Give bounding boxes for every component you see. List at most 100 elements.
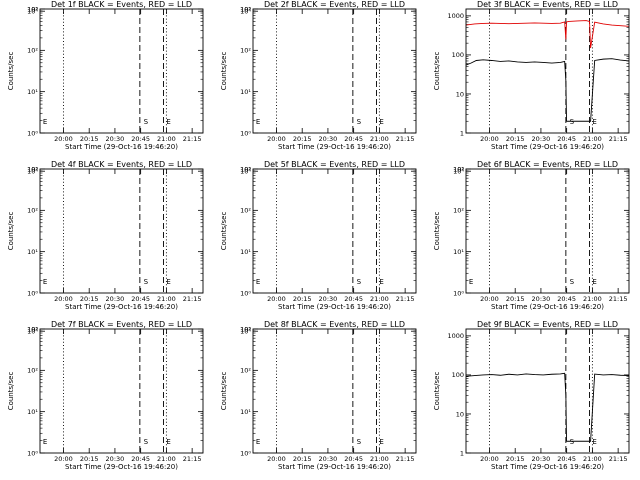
y-tick-label: 10³	[27, 325, 38, 333]
detector-panel: Det 1f BLACK = Events, RED = LLD 10⁰ 10¹ 10…	[0, 0, 213, 160]
event-marker-label: E	[379, 438, 383, 446]
x-tick-label: 20:30	[106, 295, 125, 303]
x-tick-label: 21:15	[396, 135, 415, 143]
x-tick-label: 21:15	[396, 295, 415, 303]
event-marker-label: E	[43, 118, 47, 126]
x-tick-label: 20:30	[319, 295, 338, 303]
y-tick-label: 10⁰	[240, 129, 251, 137]
x-axis-label: Start Time (29-Oct-16 19:46:20)	[278, 143, 391, 151]
y-tick-label: 10³	[453, 165, 464, 173]
y-tick-label: 10¹	[27, 88, 38, 96]
x-tick-label: 21:15	[183, 295, 202, 303]
event-marker-label: E	[166, 118, 170, 126]
x-tick-label: 20:45	[557, 295, 576, 303]
y-tick-label: 10²	[240, 47, 251, 55]
y-tick-label: 10⁰	[27, 129, 38, 137]
x-tick-label: 20:00	[267, 455, 286, 463]
y-tick-label: 10⁴	[240, 8, 251, 16]
event-marker-label: S	[144, 438, 149, 446]
x-tick-label: 20:15	[80, 135, 99, 143]
y-tick-label: 10³	[240, 5, 251, 13]
y-tick-label: 10²	[27, 47, 38, 55]
y-tick-label: 10³	[27, 165, 38, 173]
x-tick-label: 20:15	[80, 295, 99, 303]
y-axis-label: Counts/sec	[7, 372, 15, 411]
plot-frame	[252, 168, 417, 294]
x-tick-label: 20:30	[106, 455, 125, 463]
y-tick-label: 10⁵	[27, 5, 38, 13]
x-tick-label: 20:15	[506, 455, 525, 463]
plot-frame	[252, 328, 417, 454]
x-tick-label: 20:30	[319, 455, 338, 463]
event-marker-label: S	[570, 438, 575, 446]
y-tick-label: 100	[452, 51, 464, 59]
x-tick-label: 20:00	[480, 135, 499, 143]
y-tick-label: 10⁴	[27, 328, 38, 336]
y-axis-label: Counts/sec	[433, 372, 441, 411]
detector-panel: Det 2f BLACK = Events, RED = LLD 10⁰ 10¹ 10…	[213, 0, 426, 160]
y-tick-label: 10⁵	[240, 5, 251, 13]
detector-chart: Det 2f BLACK = Events, RED = LLD 10⁰ 10¹ 10…	[220, 0, 417, 151]
x-tick-label: 20:00	[54, 135, 73, 143]
event-marker-label: S	[357, 278, 362, 286]
event-marker-label: E	[592, 278, 596, 286]
event-marker-label: S	[144, 278, 149, 286]
detector-chart: Det 6f BLACK = Events, RED = LLD 10⁰ 10¹ 10…	[433, 160, 630, 311]
chart-title: Det 8f BLACK = Events, RED = LLD	[264, 320, 405, 329]
x-tick-label: 20:15	[293, 295, 312, 303]
x-tick-label: 20:00	[267, 135, 286, 143]
data-series-line	[465, 372, 630, 442]
chart-title: Det 5f BLACK = Events, RED = LLD	[264, 160, 405, 169]
y-axis-label: Counts/sec	[7, 212, 15, 251]
y-axis-label: Counts/sec	[433, 212, 441, 251]
event-marker-label: E	[43, 438, 47, 446]
detector-panel: Det 9f BLACK = Events, RED = LLD 1 10 100 10…	[426, 320, 639, 480]
y-axis-label: Counts/sec	[433, 52, 441, 91]
y-tick-label: 1000	[447, 12, 464, 20]
detector-chart: Det 4f BLACK = Events, RED = LLD 10⁰ 10¹ 10…	[7, 160, 204, 311]
y-tick-label: 10⁴	[27, 168, 38, 176]
y-tick-label: 10	[456, 90, 464, 98]
chart-title: Det 2f BLACK = Events, RED = LLD	[264, 0, 405, 9]
x-axis-label: Start Time (29-Oct-16 19:46:20)	[491, 143, 604, 151]
x-tick-label: 20:30	[106, 135, 125, 143]
detector-chart: Det 3f BLACK = Events, RED = LLD 1 10 100 10…	[433, 0, 630, 151]
x-tick-label: 20:00	[54, 455, 73, 463]
event-marker-label: S	[144, 118, 149, 126]
y-tick-label: 10⁴	[27, 8, 38, 16]
y-tick-label: 10²	[453, 207, 464, 215]
x-axis-label: Start Time (29-Oct-16 19:46:20)	[65, 303, 178, 311]
x-tick-label: 21:00	[583, 295, 602, 303]
x-tick-label: 21:15	[183, 455, 202, 463]
chart-title: Det 3f BLACK = Events, RED = LLD	[477, 0, 618, 9]
detector-panel: Det 8f BLACK = Events, RED = LLD 10⁰ 10¹ 10…	[213, 320, 426, 480]
chart-title: Det 6f BLACK = Events, RED = LLD	[477, 160, 618, 169]
plot-frame	[465, 8, 630, 134]
event-marker-label: E	[256, 278, 260, 286]
x-tick-label: 20:15	[506, 295, 525, 303]
event-marker-label: S	[570, 278, 575, 286]
y-tick-label: 10⁰	[240, 449, 251, 457]
event-marker-label: E	[379, 278, 383, 286]
y-tick-label: 10¹	[453, 248, 464, 256]
chart-title: Det 7f BLACK = Events, RED = LLD	[51, 320, 192, 329]
x-tick-label: 20:45	[344, 135, 363, 143]
detector-panel: Det 3f BLACK = Events, RED = LLD 1 10 100 10…	[426, 0, 639, 160]
y-tick-label: 10⁵	[240, 165, 251, 173]
event-marker-label: E	[166, 278, 170, 286]
y-tick-label: 1	[460, 449, 464, 457]
x-tick-label: 20:30	[532, 455, 551, 463]
plot-frame	[39, 8, 204, 134]
y-tick-label: 10⁰	[453, 289, 464, 297]
x-tick-label: 20:45	[131, 135, 150, 143]
y-tick-label: 10⁵	[27, 325, 38, 333]
event-marker-label: E	[256, 118, 260, 126]
y-tick-label: 10²	[27, 207, 38, 215]
x-tick-label: 21:00	[157, 455, 176, 463]
y-tick-label: 10⁵	[240, 325, 251, 333]
event-marker-label: S	[357, 118, 362, 126]
event-marker-label: E	[379, 118, 383, 126]
x-tick-label: 21:15	[396, 455, 415, 463]
x-tick-label: 20:00	[480, 455, 499, 463]
event-marker-label: S	[357, 438, 362, 446]
